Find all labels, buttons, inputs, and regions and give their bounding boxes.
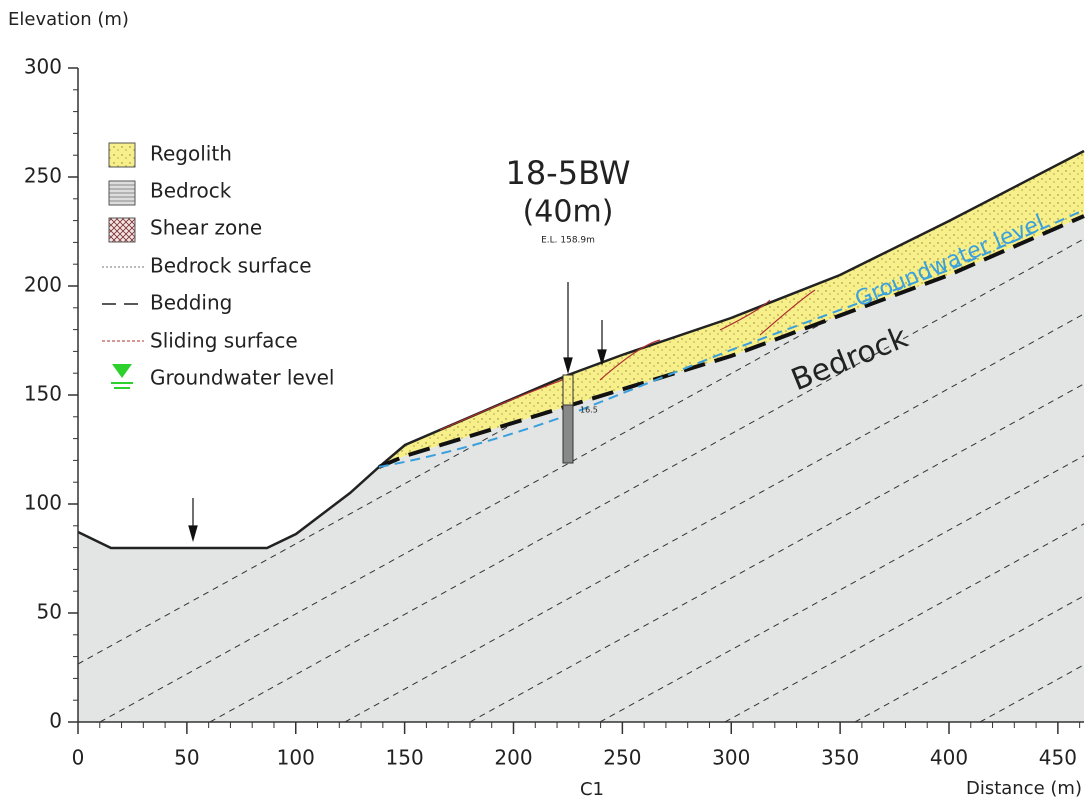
y-tick-label: 0 xyxy=(49,709,62,733)
legend-label: Bedding xyxy=(150,291,232,315)
cross-section: 16.5 18-5BW (40m) E.L. 158.9m Bedrock Gr… xyxy=(0,0,1089,800)
y-tick-label: 50 xyxy=(37,600,62,624)
depth-mark: 16.5 xyxy=(580,406,598,415)
y-tick-label: 100 xyxy=(24,491,62,515)
x-tick-label: 150 xyxy=(386,746,424,770)
x-axis-title: Distance (m) xyxy=(966,778,1082,799)
borehole-elevation: E.L. 158.9m xyxy=(541,236,595,246)
legend-label: Bedrock surface xyxy=(150,254,312,278)
borehole-bedrock xyxy=(563,405,573,463)
legend-label: Groundwater level xyxy=(150,366,334,390)
x-tick-label: 100 xyxy=(277,746,315,770)
borehole-regolith xyxy=(563,375,573,405)
y-axis-title: Elevation (m) xyxy=(8,9,129,30)
legend-label: Bedrock xyxy=(150,179,232,203)
x-tick-label: 400 xyxy=(930,746,968,770)
legend-swatch xyxy=(109,218,135,242)
x-tick-label: 450 xyxy=(1039,746,1077,770)
legend xyxy=(102,143,144,388)
x-tick-label: 350 xyxy=(821,746,859,770)
legend-label: Regolith xyxy=(150,142,232,166)
legend-label: Shear zone xyxy=(150,216,262,240)
x-tick-label: 300 xyxy=(712,746,750,770)
section-label: C1 xyxy=(580,779,604,800)
borehole-depth: (40m) xyxy=(523,195,614,230)
y-tick-label: 200 xyxy=(24,273,62,297)
y-tick-label: 150 xyxy=(24,382,62,406)
x-tick-label: 200 xyxy=(494,746,532,770)
legend-swatch xyxy=(112,364,132,378)
x-tick-label: 50 xyxy=(174,746,199,770)
legend-swatch xyxy=(109,143,135,167)
y-tick-label: 250 xyxy=(24,164,62,188)
x-tick-label: 250 xyxy=(603,746,641,770)
legend-swatch xyxy=(109,181,135,205)
legend-label: Sliding surface xyxy=(150,329,298,353)
x-tick-label: 0 xyxy=(72,746,85,770)
y-tick-label: 300 xyxy=(24,55,62,79)
borehole-id: 18-5BW xyxy=(505,154,630,192)
